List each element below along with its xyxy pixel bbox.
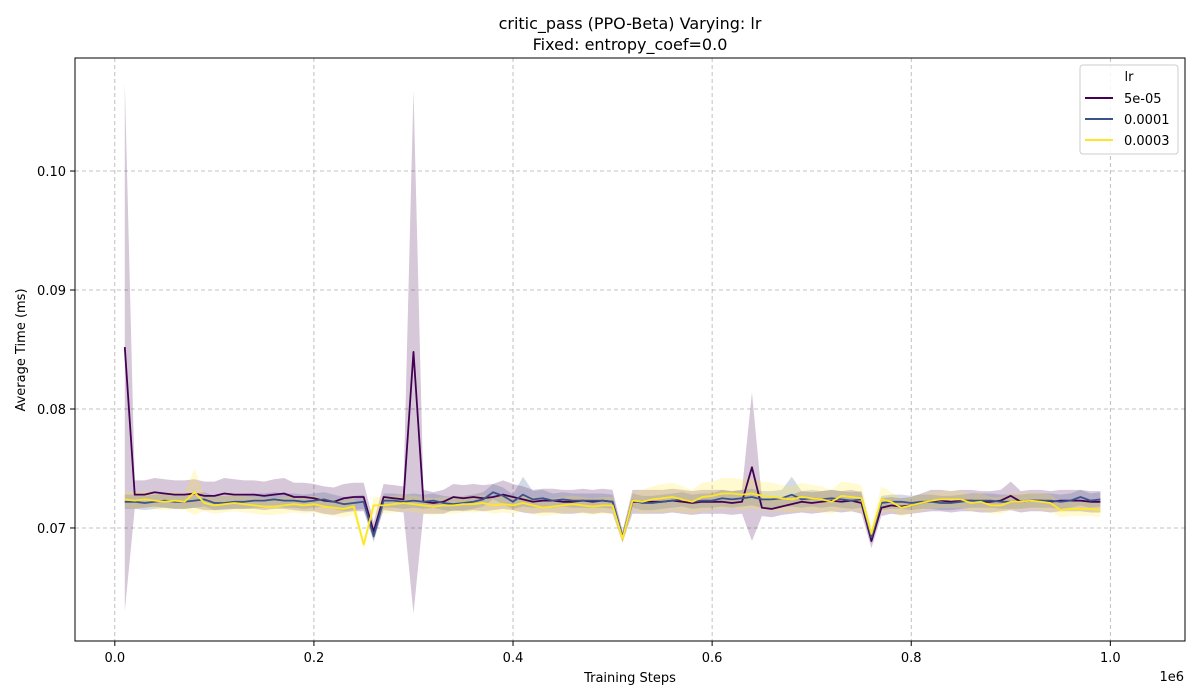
legend-label-1: 0.0001 <box>1124 113 1170 128</box>
x-axis-offset-label: 1e6 <box>1159 670 1184 685</box>
confidence-band-0 <box>124 81 1101 614</box>
series-line-2 <box>124 491 1101 546</box>
y-tick-label: 0.08 <box>37 403 66 418</box>
chart-subtitle: Fixed: entropy_coef=0.0 <box>533 35 728 55</box>
legend: lr 5e-05 0.0001 0.0003 <box>1079 64 1179 155</box>
y-tick-label: 0.09 <box>37 284 66 299</box>
confidence-bands <box>124 81 1101 614</box>
y-axis-label: Average Time (ms) <box>14 288 29 411</box>
grid <box>75 58 1185 641</box>
legend-label-0: 5e-05 <box>1124 92 1162 107</box>
y-tick-label: 0.10 <box>37 165 66 180</box>
x-tick-label: 0.8 <box>901 651 922 666</box>
x-tick-label: 0.0 <box>104 651 125 666</box>
x-tick-label: 0.4 <box>503 651 524 666</box>
confidence-band-1 <box>124 476 1101 544</box>
confidence-band-2 <box>124 468 1101 550</box>
legend-label-2: 0.0003 <box>1124 134 1170 149</box>
legend-title: lr <box>1125 70 1135 85</box>
series-lines <box>123 347 1101 546</box>
chart-title: critic_pass (PPO-Beta) Varying: lr <box>499 14 762 34</box>
legend-box <box>1079 64 1179 155</box>
axis-ticks: 0.0 0.2 0.4 0.6 0.8 1.0 0.07 0.08 0.09 0.10 <box>37 165 1121 666</box>
x-tick-label: 1.0 <box>1100 651 1121 666</box>
plot-frame <box>74 57 1186 642</box>
x-axis-label: Training Steps <box>583 671 676 686</box>
series-line-1 <box>124 491 1101 539</box>
y-tick-label: 0.07 <box>37 522 66 537</box>
x-tick-label: 0.6 <box>702 651 723 666</box>
x-tick-label: 0.2 <box>304 651 325 666</box>
